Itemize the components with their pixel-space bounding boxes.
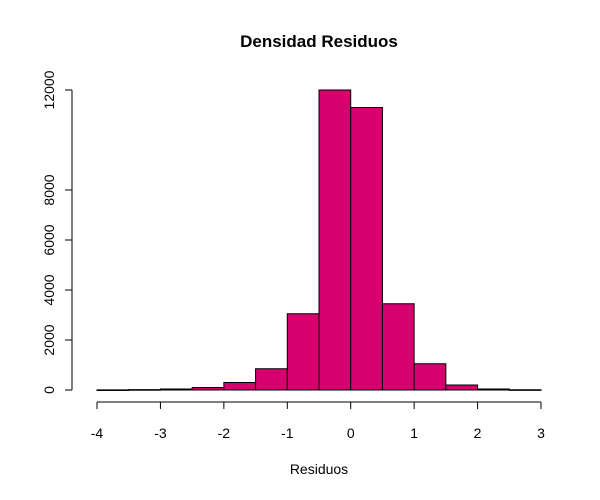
histogram-bar xyxy=(96,389,130,391)
histogram-bars xyxy=(96,89,542,391)
x-axis-label: Residuos xyxy=(290,461,348,477)
x-tick-label: -4 xyxy=(91,425,104,441)
histogram-bar xyxy=(508,389,542,391)
histogram-bar xyxy=(128,389,161,391)
x-tick-label: -2 xyxy=(218,425,231,441)
histogram-bar xyxy=(159,388,193,391)
histogram-bar xyxy=(191,387,225,391)
y-axis: 0 2000 4000 6000 8000 12000 xyxy=(41,70,73,394)
x-tick-label: 3 xyxy=(537,425,545,441)
histogram-bar xyxy=(255,368,288,391)
y-tick-label: 6000 xyxy=(41,224,57,255)
y-tick-label: 4000 xyxy=(41,274,57,305)
histogram-bar xyxy=(286,313,320,391)
y-tick-label: 2000 xyxy=(41,324,57,355)
histogram-bar xyxy=(318,89,352,391)
y-tick-label: 8000 xyxy=(41,174,57,205)
chart-title: Densidad Residuos xyxy=(240,32,398,51)
x-tick-label: 0 xyxy=(347,425,355,441)
histogram-bar xyxy=(477,388,510,391)
histogram-bar xyxy=(223,382,257,391)
y-tick-label: 12000 xyxy=(41,70,57,109)
histogram-bar xyxy=(381,303,415,391)
x-tick-label: -3 xyxy=(154,425,167,441)
histogram-bar xyxy=(350,107,383,391)
histogram-bar xyxy=(413,363,447,391)
x-tick-label: 1 xyxy=(410,425,418,441)
x-axis: -4 -3 -2 -1 0 1 2 3 xyxy=(91,401,545,441)
x-tick-label: -1 xyxy=(281,425,294,441)
y-tick-label: 0 xyxy=(41,386,57,394)
x-tick-label: 2 xyxy=(474,425,482,441)
histogram-bar xyxy=(445,384,479,391)
